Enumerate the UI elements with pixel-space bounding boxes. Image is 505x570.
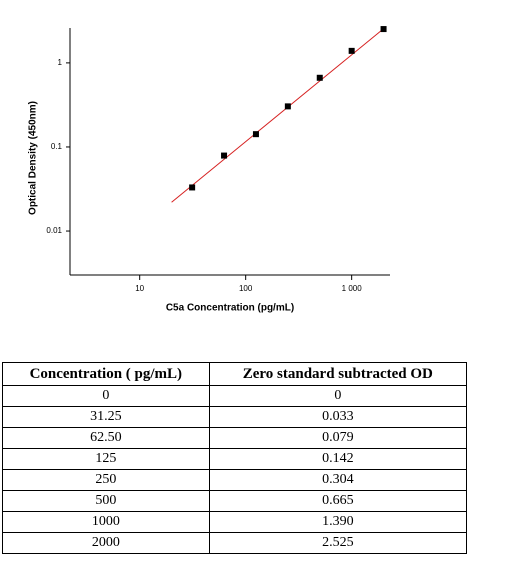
- data-point: [284, 103, 291, 110]
- table-cell: 250: [2, 469, 210, 491]
- table-row: 2000 2.525: [2, 532, 468, 554]
- y-tick-label: 1: [58, 58, 63, 67]
- header-row: Concentration ( pg/mL) Zero standard subt…: [2, 362, 468, 386]
- table-cell: 0.304: [208, 469, 468, 491]
- y-axis-label: Optical Density (450nm): [28, 101, 39, 215]
- chart: C5a Concentration (pg/mL) Optical Densit…: [28, 26, 390, 314]
- table-cell: 0: [2, 385, 210, 407]
- table-cell: 0.142: [208, 448, 468, 470]
- table-cell: 2000: [2, 532, 210, 554]
- table-cell: 125: [2, 448, 210, 470]
- table-cell: 0.665: [208, 490, 468, 512]
- data-point: [380, 26, 387, 33]
- table-cell: 1.390: [208, 511, 468, 533]
- table-row: 250 0.304: [2, 469, 468, 491]
- x-tick-label: 10: [135, 284, 144, 293]
- x-tick-label: 100: [239, 284, 253, 293]
- data-point: [252, 131, 259, 138]
- table-body: 0 0 31.25 0.033 62.50 0.079 125 0.142 250 0.304 50…: [2, 385, 468, 554]
- fit-line: [171, 28, 384, 203]
- header-cell: Zero standard subtracted OD: [208, 362, 468, 386]
- y-tick-label: 0.01: [46, 226, 62, 235]
- x-tick-label: 1 000: [342, 284, 363, 293]
- table-cell: 2.525: [208, 532, 468, 554]
- table-cell: 62.50: [2, 427, 210, 449]
- table-row: 125 0.142: [2, 448, 468, 470]
- data-point: [221, 152, 228, 159]
- data-point: [348, 47, 355, 54]
- table-cell: 0.033: [208, 406, 468, 428]
- table-cell: 0: [208, 385, 468, 407]
- table-row: 62.50 0.079: [2, 427, 468, 449]
- y-tick-label: 0.1: [51, 142, 63, 151]
- table-row: 500 0.665: [2, 490, 468, 512]
- x-axis-label: C5a Concentration (pg/mL): [166, 303, 294, 314]
- header-cell: Concentration ( pg/mL): [2, 362, 210, 386]
- table-cell: 500: [2, 490, 210, 512]
- table-row: 1000 1.390: [2, 511, 468, 533]
- data-table: Concentration ( pg/mL) Zero standard subt…: [2, 362, 468, 554]
- table-cell: 1000: [2, 511, 210, 533]
- table-cell: 31.25: [2, 406, 210, 428]
- data-point: [316, 74, 323, 81]
- data-point: [189, 184, 196, 191]
- table-row: 31.25 0.033: [2, 406, 468, 428]
- table-cell: 0.079: [208, 427, 468, 449]
